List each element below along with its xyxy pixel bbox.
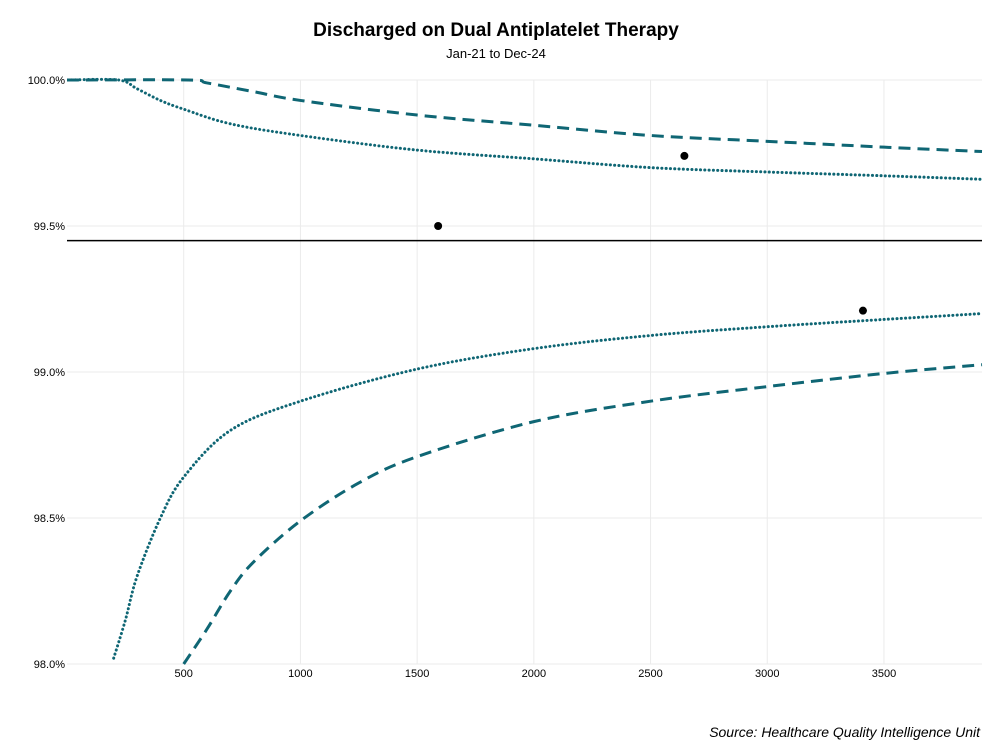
data-point: [858, 306, 867, 315]
x-tick-label: 1500: [405, 668, 429, 680]
x-tick-label: 500: [175, 668, 193, 680]
y-tick-label: 99.0%: [34, 367, 65, 379]
x-tick-label: 2500: [638, 668, 662, 680]
y-tick-label: 100.0%: [28, 75, 66, 87]
outer-control-limit-lower: [182, 363, 983, 665]
data-point: [680, 151, 689, 160]
data-point: [434, 222, 443, 230]
x-tick-label: 3500: [872, 668, 896, 680]
inner-control-limit-lower: [112, 312, 984, 660]
y-tick-label: 99.5%: [34, 221, 65, 233]
x-tick-label: 2000: [522, 668, 546, 680]
chart-subtitle: Jan-21 to Dec-24: [446, 46, 546, 61]
outer-control-limit-upper: [67, 78, 983, 154]
chart-title: Discharged on Dual Antiplatelet Therapy: [313, 20, 679, 41]
x-tick-label: 3000: [755, 668, 779, 680]
y-tick-label: 98.5%: [34, 513, 65, 525]
inner-control-limit-upper: [67, 77, 984, 181]
y-tick-label: 98.0%: [34, 659, 65, 671]
chart-caption: Source: Healthcare Quality Intelligence …: [709, 724, 980, 740]
x-tick-label: 1000: [288, 668, 312, 680]
